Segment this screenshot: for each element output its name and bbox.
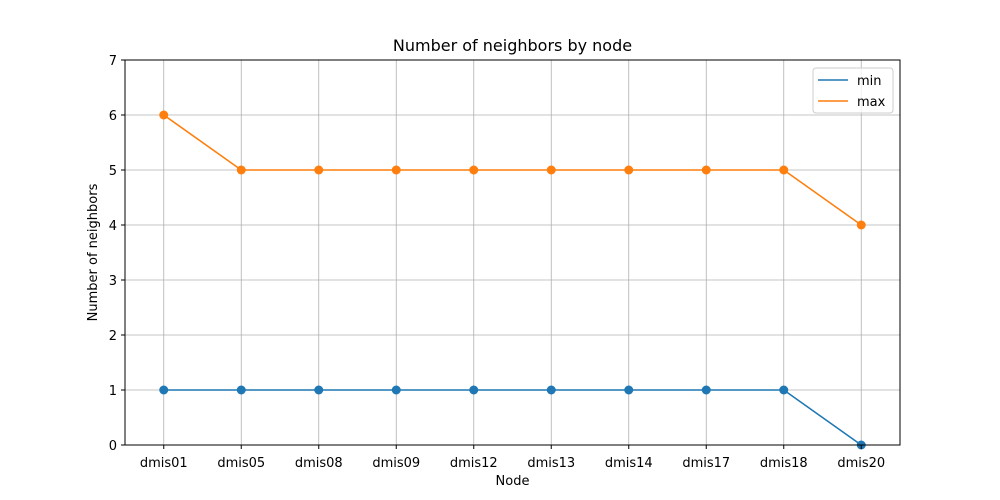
data-point-max <box>624 165 634 175</box>
data-point-min <box>469 385 479 395</box>
data-point-max <box>546 165 556 175</box>
y-tick-label: 1 <box>109 384 117 399</box>
series-line-max <box>163 114 862 226</box>
data-point-min <box>624 385 634 395</box>
x-tick-label: dmis17 <box>682 456 730 471</box>
data-point-min <box>159 385 169 395</box>
x-tick-labels: dmis01 dmis05 dmis08 dmis09 dmis12 dmis13 dmis… <box>140 456 885 471</box>
y-tick-label: 3 <box>109 274 117 289</box>
data-point-min <box>546 385 556 395</box>
x-tick-label: dmis14 <box>605 456 653 471</box>
data-point-max <box>391 165 401 175</box>
x-tick-label: dmis08 <box>295 456 343 471</box>
x-tick-label: dmis18 <box>760 456 808 471</box>
x-tick-label: dmis05 <box>217 456 265 471</box>
y-tick-label: 6 <box>109 109 117 124</box>
y-tick-labels: 0 1 2 3 4 5 6 7 <box>109 54 117 454</box>
x-tick-label: dmis13 <box>527 456 575 471</box>
y-axis-title: Number of neighbors <box>86 183 101 321</box>
legend-label-max: max <box>857 95 886 110</box>
data-point-min <box>314 385 324 395</box>
data-point-max <box>314 165 324 175</box>
data-point-max <box>856 220 866 230</box>
series-layer <box>159 110 866 450</box>
data-point-min <box>236 385 246 395</box>
x-tick-label: dmis20 <box>837 456 885 471</box>
y-tick-label: 2 <box>109 329 117 344</box>
legend: min max <box>812 67 894 114</box>
data-point-max <box>701 165 711 175</box>
data-point-max <box>469 165 479 175</box>
data-point-max <box>159 110 169 120</box>
y-tick-label: 5 <box>109 164 117 179</box>
series-line-min <box>163 389 862 446</box>
y-tick-label: 4 <box>109 219 117 234</box>
data-point-max <box>779 165 789 175</box>
x-tick-label: dmis09 <box>372 456 420 471</box>
x-axis-title: Node <box>496 474 530 489</box>
chart-title: Number of neighbors by node <box>393 36 632 55</box>
legend-label-min: min <box>857 74 882 89</box>
data-point-min <box>391 385 401 395</box>
data-point-max <box>236 165 246 175</box>
x-tick-label: dmis01 <box>140 456 188 471</box>
data-point-min <box>779 385 789 395</box>
data-point-min <box>701 385 711 395</box>
x-tick-label: dmis12 <box>450 456 498 471</box>
axes <box>121 59 901 449</box>
y-tick-label: 0 <box>109 439 117 454</box>
plot-frame <box>124 59 901 446</box>
y-tick-label: 7 <box>109 54 117 69</box>
